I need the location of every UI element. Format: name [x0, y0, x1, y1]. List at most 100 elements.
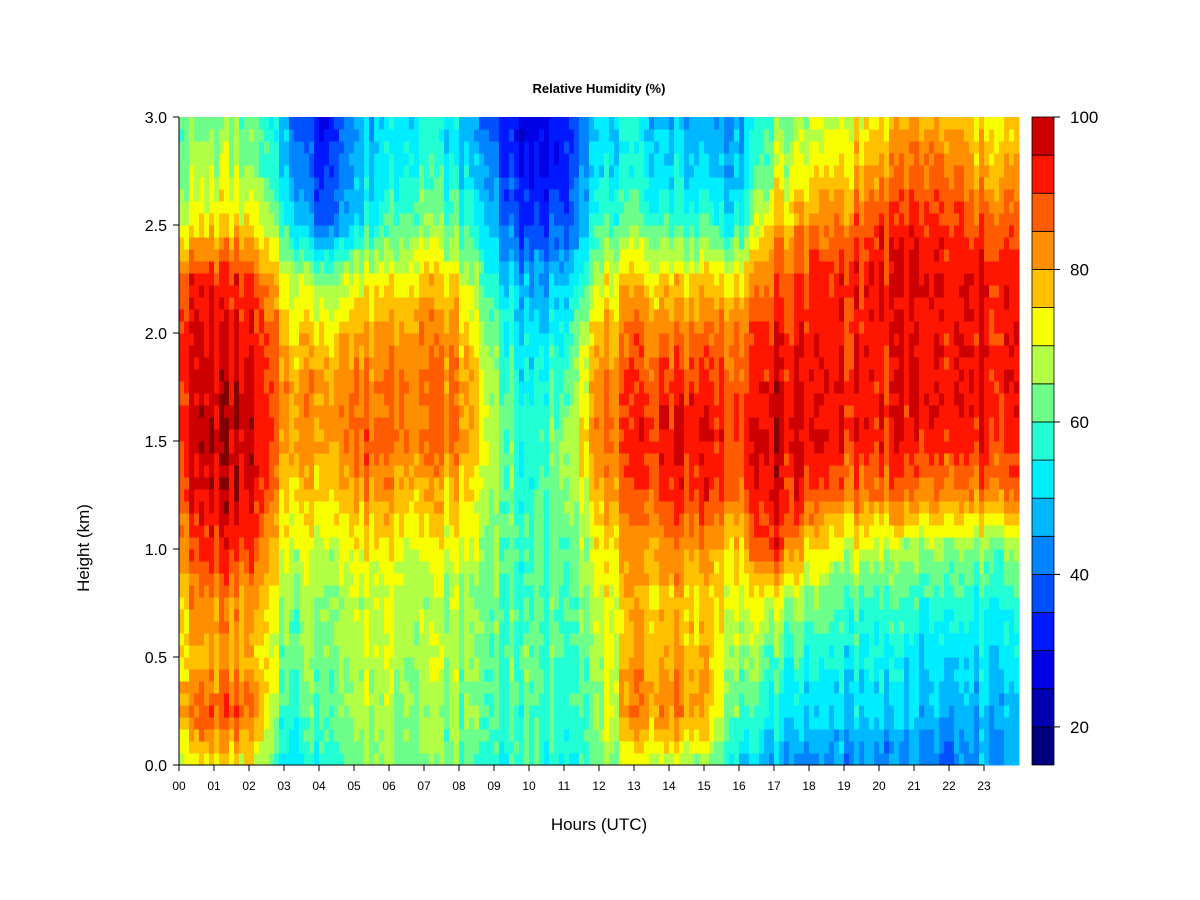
heatmap-cell [629, 225, 635, 238]
heatmap-cell [554, 429, 560, 442]
heatmap-cell [499, 393, 505, 406]
heatmap-cell [309, 429, 315, 442]
heatmap-cell [244, 741, 250, 754]
heatmap-cell [624, 669, 630, 682]
heatmap-cell [634, 261, 640, 274]
heatmap-cell [444, 309, 450, 322]
heatmap-cell [344, 429, 350, 442]
heatmap-cell [449, 345, 455, 358]
heatmap-cell [314, 573, 320, 586]
heatmap-cell [284, 309, 290, 322]
heatmap-cell [224, 405, 230, 418]
heatmap-cell [529, 165, 535, 178]
heatmap-cell [549, 309, 555, 322]
heatmap-cell [234, 525, 240, 538]
heatmap-cell [554, 141, 560, 154]
heatmap-cell [499, 729, 505, 742]
heatmap-cell [384, 501, 390, 514]
heatmap-cell [469, 213, 475, 226]
heatmap-cell [599, 681, 605, 694]
heatmap-cell [444, 693, 450, 706]
heatmap-cell [454, 525, 460, 538]
heatmap-cell [404, 237, 410, 250]
heatmap-cell [489, 141, 495, 154]
heatmap-cell [354, 333, 360, 346]
heatmap-cell [474, 597, 480, 610]
heatmap-cell [424, 249, 430, 262]
heatmap-cell [189, 741, 195, 754]
heatmap-cell [179, 645, 185, 658]
heatmap-cell [259, 729, 265, 742]
heatmap-cell [229, 369, 235, 382]
heatmap-cell [594, 393, 600, 406]
heatmap-cell [329, 237, 335, 250]
heatmap-cell [564, 609, 570, 622]
heatmap-cell [469, 729, 475, 742]
heatmap-cell [439, 633, 445, 646]
heatmap-cell [594, 369, 600, 382]
heatmap-cell [459, 465, 465, 478]
heatmap-cell [299, 249, 305, 262]
heatmap-cell [429, 597, 435, 610]
heatmap-cell [634, 453, 640, 466]
heatmap-cell [524, 669, 530, 682]
heatmap-cell [359, 477, 365, 490]
heatmap-cell [544, 153, 550, 166]
heatmap-cell [519, 117, 525, 130]
heatmap-cell [464, 237, 470, 250]
heatmap-cell [469, 429, 475, 442]
heatmap-cell [444, 645, 450, 658]
heatmap-cell [319, 381, 325, 394]
heatmap-cell [339, 561, 345, 574]
heatmap-cell [214, 321, 220, 334]
heatmap-cell [309, 129, 315, 142]
heatmap-cell [554, 729, 560, 742]
heatmap-cell [524, 693, 530, 706]
heatmap-cell [229, 453, 235, 466]
heatmap-cell [339, 693, 345, 706]
heatmap-cell [469, 705, 475, 718]
heatmap-cell [239, 585, 245, 598]
heatmap-cell [474, 357, 480, 370]
heatmap-cell [364, 153, 370, 166]
heatmap-cell [189, 525, 195, 538]
heatmap-cell [484, 633, 490, 646]
heatmap-cell [529, 201, 535, 214]
heatmap-cell [284, 717, 290, 730]
heatmap-cell [564, 165, 570, 178]
heatmap-cell [354, 729, 360, 742]
heatmap-cell [424, 201, 430, 214]
heatmap-cell [609, 537, 615, 550]
heatmap-cell [334, 453, 340, 466]
heatmap-cell [284, 201, 290, 214]
heatmap-cell [264, 441, 270, 454]
heatmap-cell [479, 609, 485, 622]
heatmap-cell [269, 237, 275, 250]
heatmap-cell [329, 657, 335, 670]
heatmap-cell [519, 465, 525, 478]
heatmap-cell [279, 333, 285, 346]
heatmap-cell [284, 237, 290, 250]
heatmap-cell [229, 153, 235, 166]
heatmap-cell [639, 441, 645, 454]
heatmap-cell [524, 321, 530, 334]
heatmap-cell [274, 297, 280, 310]
heatmap-cell [294, 369, 300, 382]
heatmap-cell [389, 741, 395, 754]
heatmap-cell [229, 297, 235, 310]
heatmap-cell [354, 321, 360, 334]
heatmap-cell [444, 237, 450, 250]
heatmap-cell [249, 669, 255, 682]
heatmap-cell [349, 717, 355, 730]
heatmap-cell [454, 621, 460, 634]
heatmap-cell [559, 669, 565, 682]
heatmap-cell [394, 717, 400, 730]
heatmap-cell [254, 405, 260, 418]
heatmap-cell [224, 561, 230, 574]
heatmap-cell [289, 165, 295, 178]
heatmap-cell [594, 441, 600, 454]
heatmap-cell [219, 657, 225, 670]
heatmap-cell [634, 549, 640, 562]
heatmap-cell [509, 405, 515, 418]
heatmap-cell [564, 357, 570, 370]
